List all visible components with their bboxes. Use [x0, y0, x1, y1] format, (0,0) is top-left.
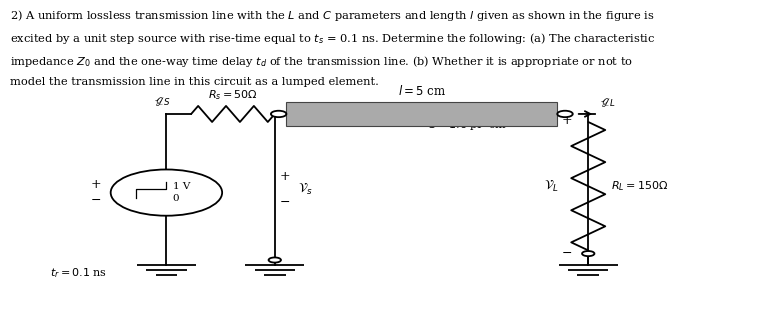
Text: 1 V: 1 V [173, 182, 190, 191]
Circle shape [271, 111, 286, 117]
Text: $l=5$ cm: $l=5$ cm [398, 84, 446, 98]
Text: +: + [561, 114, 572, 127]
Circle shape [582, 251, 594, 256]
Text: impedance $Z_0$ and the one-way time delay $t_d$ of the transmission line. (b) W: impedance $Z_0$ and the one-way time del… [10, 54, 633, 69]
Text: 2) A uniform lossless transmission line with the $L$ and $C$ parameters and leng: 2) A uniform lossless transmission line … [10, 8, 655, 23]
Text: 0: 0 [173, 195, 179, 204]
Circle shape [269, 257, 281, 263]
Text: $R_L=150\Omega$: $R_L=150\Omega$ [611, 179, 669, 193]
Text: $L=4$ nH$\cdot$cm$^{-1}$: $L=4$ nH$\cdot$cm$^{-1}$ [427, 102, 508, 119]
Text: $t_r=0.1$ ns: $t_r=0.1$ ns [50, 266, 107, 280]
Text: −: − [279, 196, 290, 209]
Text: $\mathcal{V}_s$: $\mathcal{V}_s$ [298, 182, 313, 197]
Text: model the transmission line in this circuit as a lumped element.: model the transmission line in this circ… [10, 77, 379, 87]
Text: −: − [91, 194, 101, 207]
Bar [286, 102, 557, 126]
Text: $R_s = 50\Omega$: $R_s = 50\Omega$ [208, 88, 258, 102]
Circle shape [557, 111, 573, 117]
Text: excited by a unit step source with rise-time equal to $t_s$ = 0.1 ns. Determine : excited by a unit step source with rise-… [10, 31, 655, 46]
Text: $\mathscr{g}_L$: $\mathscr{g}_L$ [600, 97, 615, 109]
Text: $\mathcal{V}_L$: $\mathcal{V}_L$ [544, 178, 558, 194]
Text: −: − [561, 247, 572, 260]
Text: $\mathscr{g}_S$: $\mathscr{g}_S$ [154, 95, 171, 108]
Text: +: + [279, 170, 290, 183]
Text: +: + [91, 178, 101, 191]
Text: $C=1.6$ pF$\cdot$cm$^{-1}$: $C=1.6$ pF$\cdot$cm$^{-1}$ [427, 115, 518, 134]
